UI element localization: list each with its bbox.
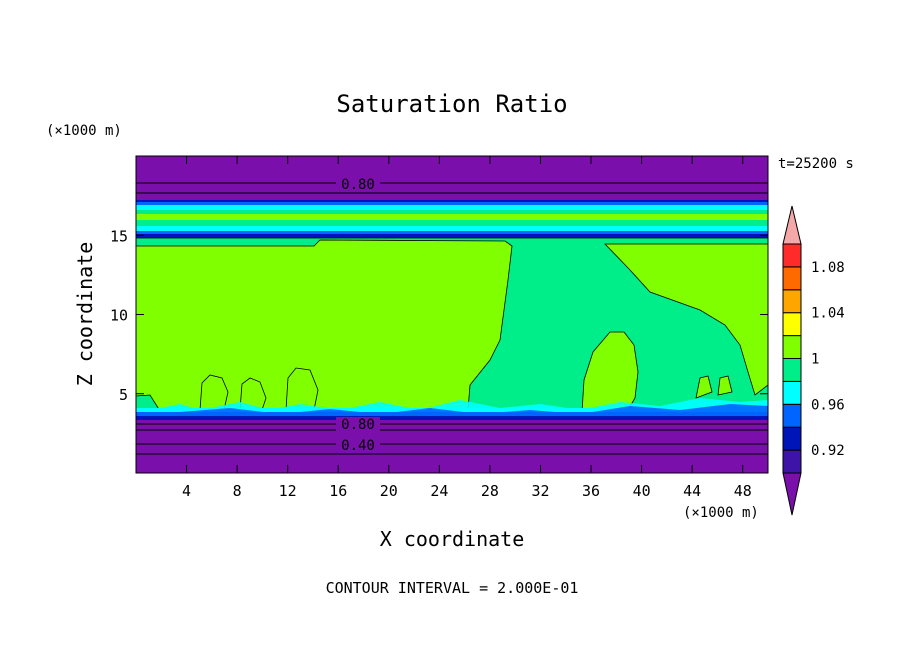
colorbar-tick-label: 1.04 [811,306,845,322]
contour-field [136,156,768,473]
z-axis-label: Z coordinate [73,242,97,387]
colorbar-tick-label: 1 [811,352,819,368]
chart-title: Saturation Ratio [336,90,567,118]
x-tick-label: 24 [430,482,448,500]
x-tick-label: 40 [633,482,651,500]
colorbar-over-arrow [782,205,802,245]
z-unit-label: (×1000 m) [46,123,122,139]
colorbar-bin [782,449,802,474]
z-tick-label: 15 [110,227,128,245]
colorbar-bin [782,335,802,360]
lower-dry-layer [136,420,768,473]
colorbar-bin [782,266,802,291]
contour-interval-footer: CONTOUR INTERVAL = 2.000E-01 [326,579,579,597]
colorbar-bin [782,289,802,314]
contour-label: 0.80 [341,177,375,193]
x-tick-label: 8 [233,482,242,500]
colorbar-bin [782,380,802,405]
x-tick-label: 20 [380,482,398,500]
upper-band [136,214,768,220]
supersaturated-region [604,243,768,396]
colorbar-bin [782,358,802,382]
boundary-layer-cells [199,367,733,411]
contour-label: 0.80 [341,417,375,433]
colorbar-tick-label: 0.96 [811,397,845,413]
x-tick-label: 16 [329,482,347,500]
transition-zone [136,398,768,420]
z-tick-label: 5 [119,386,128,404]
colorbar: 0.92 0.96 1 1.04 1.08 [782,205,845,516]
z-tick-label: 10 [110,307,128,325]
colorbar-bin [782,243,802,268]
x-unit-label: (×1000 m) [683,505,759,521]
x-axis: 4 8 12 16 20 24 28 32 36 40 44 48 [182,156,752,500]
colorbar-tick-label: 1.08 [811,260,845,276]
colorbar-bin [782,403,802,428]
x-tick-label: 44 [683,482,701,500]
z-axis: 5 10 15 [110,227,768,404]
x-tick-label: 32 [531,482,549,500]
x-axis-label: X coordinate [380,527,525,551]
colorbar-under-arrow [782,472,802,516]
contour-label: 0.40 [341,438,375,454]
x-tick-label: 12 [279,482,297,500]
x-tick-label: 48 [734,482,752,500]
time-label: t=25200 s [778,156,854,172]
x-tick-label: 36 [582,482,600,500]
contour-labels: 0.80 0.80 0.40 [336,176,380,454]
x-tick-label: 28 [481,482,499,500]
colorbar-bin [782,312,802,337]
x-tick-label: 4 [182,482,191,500]
colorbar-bin [782,426,802,451]
colorbar-tick-label: 0.92 [811,443,845,459]
supersaturated-region [136,239,513,416]
